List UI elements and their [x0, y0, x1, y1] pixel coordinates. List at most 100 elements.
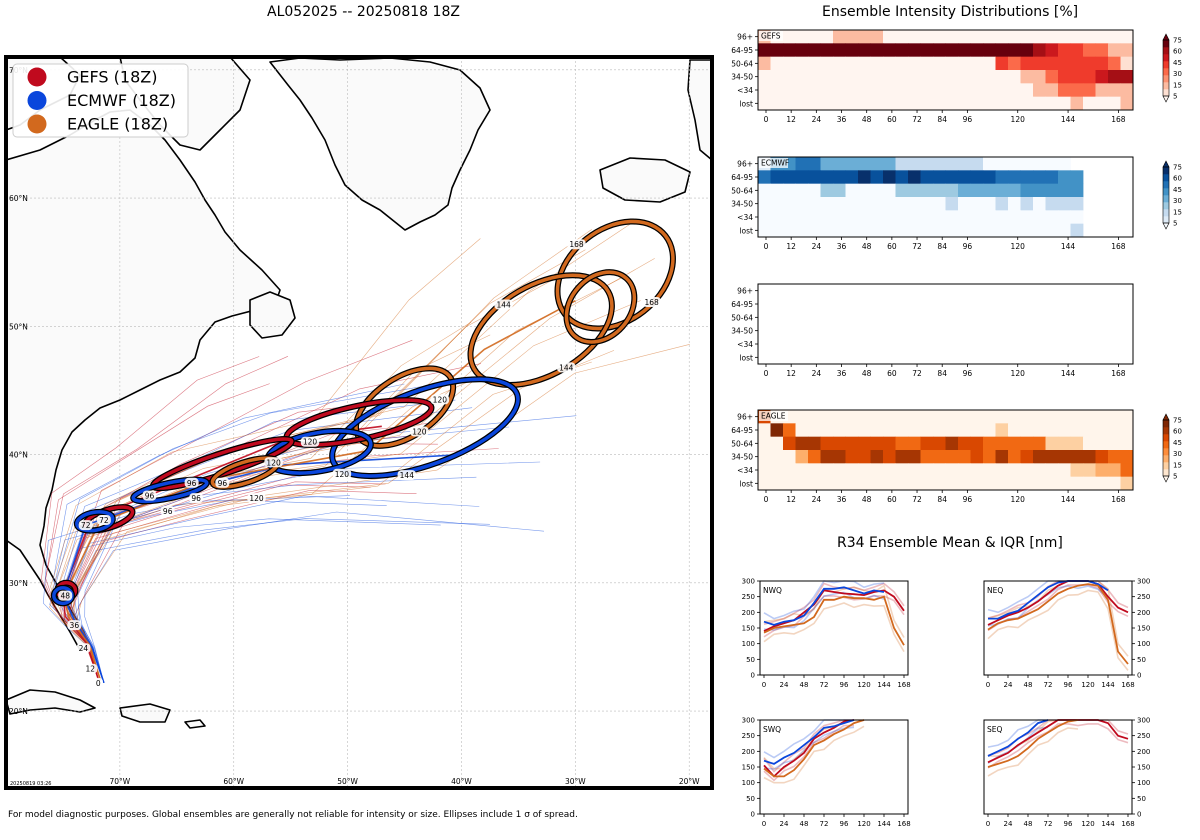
heat-row-label: 64-95	[731, 300, 753, 309]
heat-row-label: 34-50	[731, 200, 753, 209]
heat-cell	[1070, 210, 1084, 225]
heat-cell	[958, 83, 971, 98]
heat-cell	[983, 43, 996, 58]
heat-cell	[783, 197, 796, 211]
heat-cell	[1008, 43, 1021, 58]
heat-cell	[920, 56, 934, 71]
heat-cell	[1070, 70, 1084, 84]
heat-cell	[995, 463, 1009, 478]
r34-y-label: 50	[746, 795, 755, 803]
greenland	[269, 57, 491, 231]
heat-cell	[845, 210, 859, 225]
heat-cell	[795, 170, 809, 185]
legend-label: EAGLE (18Z)	[67, 115, 168, 134]
footnote: For model diagnostic purposes. Global en…	[8, 810, 578, 820]
heat-cell	[945, 197, 959, 211]
heat-cell	[995, 210, 1009, 225]
ecmwf-intensity: 96+ 64-95 50-64 34-50 <34 lost 0 12 24 36 48 60 72 84…	[731, 156, 1182, 251]
heat-cell	[820, 436, 834, 451]
r34-y-label: 0	[751, 672, 755, 680]
heat-cell	[820, 223, 834, 238]
iceland	[599, 157, 691, 203]
lon-label: 30°W	[565, 777, 586, 786]
heat-cell	[845, 30, 859, 44]
hour-label: 96	[215, 477, 230, 488]
heat-cell	[883, 436, 896, 451]
heat-cell	[1108, 450, 1121, 464]
heat-cell	[870, 410, 884, 424]
hour-label: 72	[96, 514, 111, 525]
r34-y-label: 200	[742, 609, 755, 617]
heat-x-label: 96	[963, 242, 973, 251]
heat-cell	[933, 30, 946, 44]
iqr-line	[763, 602, 905, 653]
colorbar-tick: 60	[1173, 175, 1182, 183]
heat-cell	[1108, 56, 1121, 71]
heat-cell	[795, 43, 809, 58]
heat-cell	[758, 70, 771, 84]
heat-cell	[895, 210, 909, 225]
heat-cell	[1120, 423, 1134, 438]
heat-cell	[995, 183, 1009, 198]
heat-cell	[833, 476, 846, 491]
heat-cell	[933, 410, 946, 424]
heat-cell	[1008, 476, 1021, 491]
heat-cell	[833, 450, 846, 464]
legend-label: ECMWF (18Z)	[67, 91, 176, 110]
heat-cell	[845, 463, 859, 478]
mean-r34-line	[763, 719, 865, 778]
heat-cell	[983, 70, 996, 84]
heat-cell	[1008, 450, 1021, 464]
r34-x-label: 96	[1064, 681, 1073, 689]
r34-label: NWQ	[763, 586, 782, 595]
colorbar: 75 60 45 30 15 5	[1162, 413, 1182, 483]
r34-y-label: 150	[1137, 625, 1150, 633]
heat-cell	[945, 463, 959, 478]
heat-cell	[1108, 96, 1121, 111]
heat-cell	[1020, 197, 1034, 211]
heat-cell	[920, 96, 934, 111]
heat-cell	[795, 56, 809, 71]
heat-cell	[983, 83, 996, 98]
heat-cell	[933, 436, 946, 451]
heat-cell	[883, 223, 896, 238]
heat-cell	[833, 83, 846, 98]
heat-cell	[833, 96, 846, 111]
heat-cell	[845, 223, 859, 238]
heat-cell	[908, 30, 921, 44]
heat-row-label: 50-64	[731, 186, 753, 195]
heat-cell	[808, 157, 821, 171]
heat-cell	[820, 30, 834, 44]
heat-row-label: 96+	[737, 160, 753, 169]
hour-label: 120	[247, 493, 266, 504]
heat-cell	[1008, 463, 1021, 478]
hour-label: 96	[142, 490, 157, 501]
r34-y-label: 150	[742, 625, 755, 633]
heat-cell	[1058, 96, 1071, 111]
heat-cell	[808, 197, 821, 211]
heat-row-label: 64-95	[731, 173, 753, 182]
hour-label: 24	[76, 643, 91, 654]
heat-x-label: 120	[1011, 115, 1026, 124]
heat-x-label: 120	[1011, 495, 1026, 504]
heat-x-label: 24	[812, 242, 822, 251]
heat-cell	[1120, 96, 1134, 111]
heat-cell	[1058, 410, 1071, 424]
heat-cell	[1008, 210, 1021, 225]
heat-frame	[757, 409, 1134, 491]
heat-cell	[883, 56, 896, 71]
heat-cell	[1095, 436, 1109, 451]
heat-cell	[758, 463, 771, 478]
heat-cell	[858, 476, 871, 491]
svg-text:120: 120	[412, 427, 427, 436]
heat-cell	[870, 183, 884, 198]
r34-x-label: 168	[897, 681, 910, 689]
heat-cell	[1033, 43, 1046, 58]
heat-cell	[883, 83, 896, 98]
hour-label: 120	[332, 468, 352, 479]
heat-cell	[883, 410, 896, 424]
lat-label: 60°N	[9, 194, 28, 203]
heat-x-label: 48	[862, 369, 872, 378]
heat-cell	[1045, 183, 1059, 198]
heat-cell	[933, 476, 946, 491]
